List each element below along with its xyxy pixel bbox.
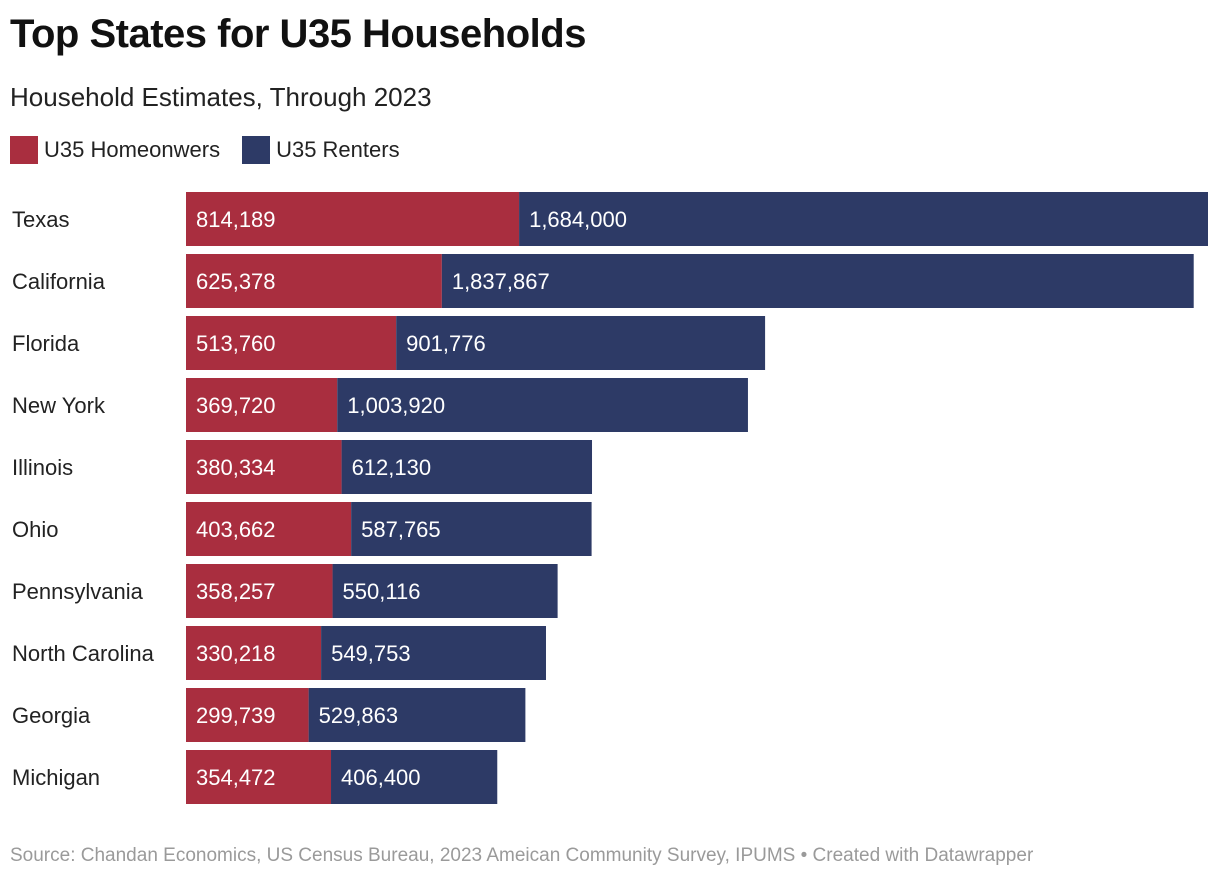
bar-renters-pennsylvania xyxy=(332,564,558,618)
source-note: Source: Chandan Economics, US Census Bur… xyxy=(10,845,1034,866)
data-label-renters-michigan: 406,400 xyxy=(341,765,421,790)
bar-homeowners-new-york xyxy=(186,378,338,432)
bar-renters-california xyxy=(441,254,1194,308)
data-label-renters-florida: 901,776 xyxy=(406,331,486,356)
legend: U35 Homeonwers U35 Renters xyxy=(10,136,422,164)
legend-item-homeowners: U35 Homeonwers xyxy=(10,136,220,164)
legend-item-renters: U35 Renters xyxy=(242,136,400,164)
bar-renters-new-york xyxy=(337,378,748,432)
category-label-florida: Florida xyxy=(12,331,80,356)
data-label-renters-texas: 1,684,000 xyxy=(529,207,627,232)
bar-homeowners-illinois xyxy=(186,440,342,494)
bar-homeowners-florida xyxy=(186,316,397,370)
legend-label-renters: U35 Renters xyxy=(276,137,400,162)
data-label-homeowners-michigan: 354,472 xyxy=(196,765,276,790)
legend-label-homeowners: U35 Homeonwers xyxy=(44,137,221,162)
category-label-pennsylvania: Pennsylvania xyxy=(12,579,144,604)
bar-homeowners-ohio xyxy=(186,502,352,556)
data-label-homeowners-georgia: 299,739 xyxy=(196,703,276,728)
data-label-renters-new-york: 1,003,920 xyxy=(347,393,445,418)
bar-homeowners-pennsylvania xyxy=(186,564,333,618)
category-label-ohio: Ohio xyxy=(12,517,58,542)
bar-renters-georgia xyxy=(308,688,526,742)
data-label-renters-illinois: 612,130 xyxy=(352,455,432,480)
data-label-homeowners-pennsylvania: 358,257 xyxy=(196,579,276,604)
data-label-renters-north-carolina: 549,753 xyxy=(331,641,411,666)
chart-title: Top States for U35 Households xyxy=(10,12,586,56)
bar-homeowners-georgia xyxy=(186,688,309,742)
bar-renters-michigan xyxy=(331,750,498,804)
data-label-homeowners-florida: 513,760 xyxy=(196,331,276,356)
data-label-homeowners-illinois: 380,334 xyxy=(196,455,276,480)
bar-homeowners-texas xyxy=(186,192,520,246)
category-label-new-york: New York xyxy=(12,393,106,418)
legend-swatch-homeowners xyxy=(10,136,38,164)
data-label-homeowners-california: 625,378 xyxy=(196,269,276,294)
chart-subtitle: Household Estimates, Through 2023 xyxy=(10,82,432,112)
data-label-homeowners-new-york: 369,720 xyxy=(196,393,276,418)
bar-homeowners-california xyxy=(186,254,442,308)
bar-homeowners-michigan xyxy=(186,750,332,804)
data-label-renters-pennsylvania: 550,116 xyxy=(343,579,421,604)
stacked-bar-chart: Texas 814,189 1,684,000 California 625,378 1,… xyxy=(12,192,1208,804)
data-label-renters-ohio: 587,765 xyxy=(361,517,441,542)
bar-homeowners-north-carolina xyxy=(186,626,322,680)
bar-renters-ohio xyxy=(351,502,592,556)
legend-swatch-renters xyxy=(242,136,271,164)
category-label-illinois: Illinois xyxy=(12,455,73,480)
data-label-homeowners-texas: 814,189 xyxy=(196,207,276,232)
bar-renters-north-carolina xyxy=(321,626,546,680)
bar-renters-texas xyxy=(519,192,1208,246)
category-label-california: California xyxy=(12,269,106,294)
category-label-north-carolina: North Carolina xyxy=(12,641,155,666)
data-label-renters-california: 1,837,867 xyxy=(452,269,550,294)
data-label-homeowners-north-carolina: 330,218 xyxy=(196,641,276,666)
data-label-homeowners-ohio: 403,662 xyxy=(196,517,276,542)
category-label-michigan: Michigan xyxy=(12,765,100,790)
category-label-texas: Texas xyxy=(12,207,69,232)
category-label-georgia: Georgia xyxy=(12,703,91,728)
bar-renters-illinois xyxy=(341,440,593,494)
bar-renters-florida xyxy=(396,316,766,370)
data-label-renters-georgia: 529,863 xyxy=(319,703,399,728)
